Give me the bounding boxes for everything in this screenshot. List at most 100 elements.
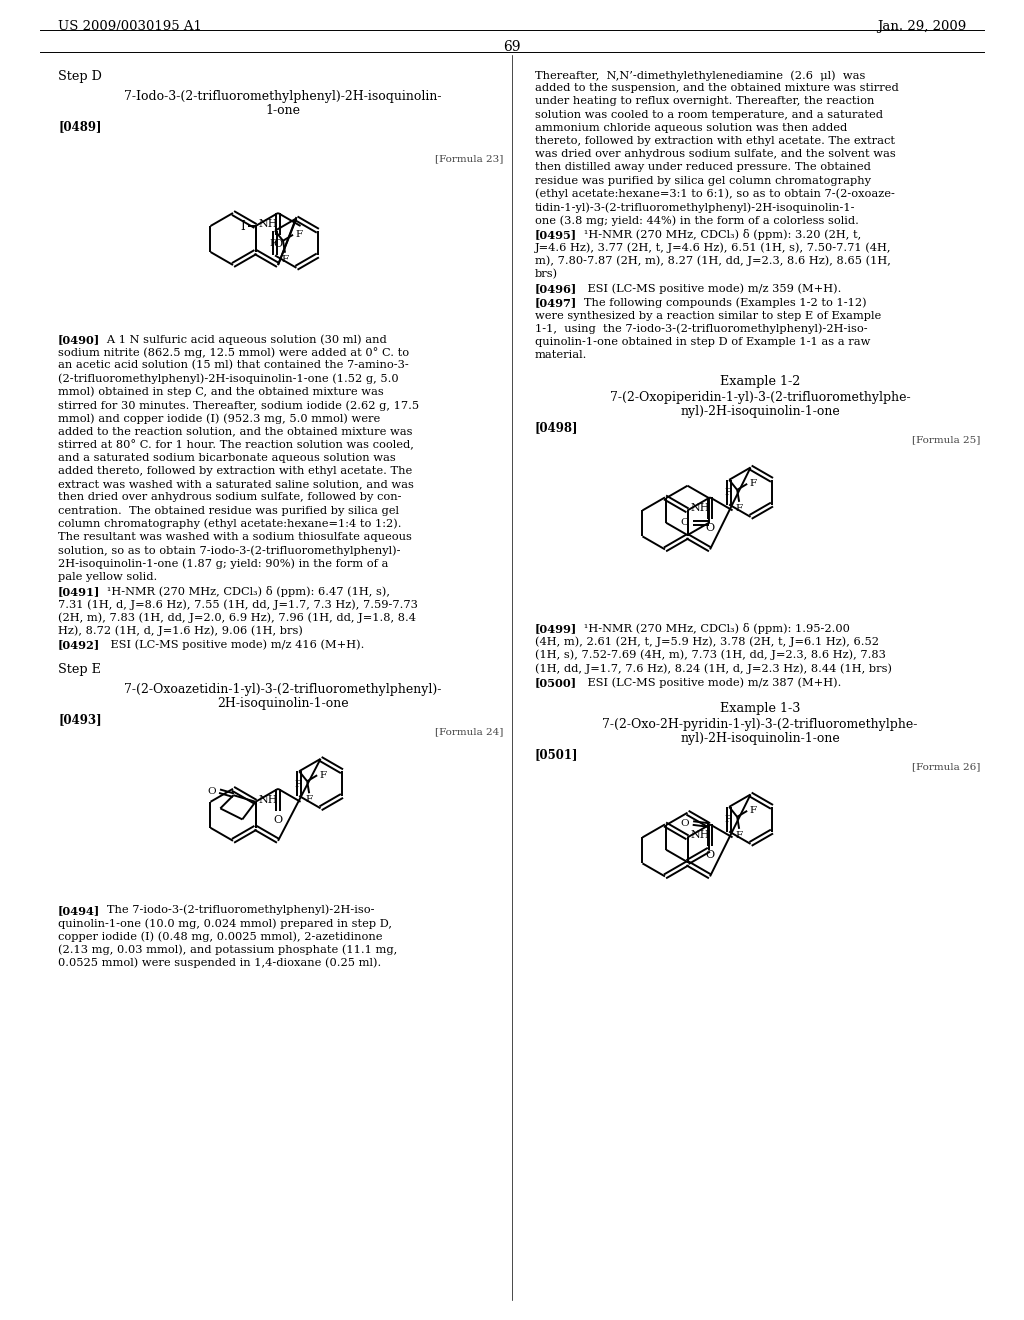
Text: NH: NH <box>690 503 710 513</box>
Text: (4H, m), 2.61 (2H, t, J=5.9 Hz), 3.78 (2H, t, J=6.1 Hz), 6.52: (4H, m), 2.61 (2H, t, J=5.9 Hz), 3.78 (2… <box>535 636 879 647</box>
Text: O: O <box>706 524 715 533</box>
Text: material.: material. <box>535 350 588 360</box>
Text: ESI (LC-MS positive mode) m/z 416 (M+H).: ESI (LC-MS positive mode) m/z 416 (M+H). <box>96 640 365 651</box>
Text: solution, so as to obtain 7-iodo-3-(2-trifluoromethylphenyl)-: solution, so as to obtain 7-iodo-3-(2-tr… <box>58 545 400 556</box>
Text: O: O <box>706 850 715 861</box>
Text: Example 1-2: Example 1-2 <box>720 375 800 388</box>
Text: F: F <box>319 771 327 780</box>
Text: O: O <box>273 814 283 825</box>
Text: sodium nitrite (862.5 mg, 12.5 mmol) were added at 0° C. to: sodium nitrite (862.5 mg, 12.5 mmol) wer… <box>58 347 410 358</box>
Text: Example 1-3: Example 1-3 <box>720 702 800 715</box>
Text: ESI (LC-MS positive mode) m/z 359 (M+H).: ESI (LC-MS positive mode) m/z 359 (M+H). <box>573 284 842 294</box>
Text: Jan. 29, 2009: Jan. 29, 2009 <box>877 20 966 33</box>
Text: 7-(2-Oxoazetidin-1-yl)-3-(2-trifluoromethylphenyl)-: 7-(2-Oxoazetidin-1-yl)-3-(2-trifluoromet… <box>124 682 441 696</box>
Text: 7-(2-Oxopiperidin-1-yl)-3-(2-trifluoromethylphe-: 7-(2-Oxopiperidin-1-yl)-3-(2-trifluorome… <box>609 392 910 404</box>
Text: 2H-isoquinolin-1-one: 2H-isoquinolin-1-one <box>217 697 349 710</box>
Text: O: O <box>273 239 283 249</box>
Text: 1-one: 1-one <box>265 104 300 117</box>
Text: F: F <box>750 807 757 816</box>
Text: NH: NH <box>258 219 279 228</box>
Text: 7-(2-Oxo-2H-pyridin-1-yl)-3-(2-trifluoromethylphe-: 7-(2-Oxo-2H-pyridin-1-yl)-3-(2-trifluoro… <box>602 718 918 731</box>
Text: then dried over anhydrous sodium sulfate, followed by con-: then dried over anhydrous sodium sulfate… <box>58 492 401 503</box>
Text: F: F <box>282 255 289 264</box>
Text: mmol) obtained in step C, and the obtained mixture was: mmol) obtained in step C, and the obtain… <box>58 387 384 397</box>
Text: F: F <box>294 780 301 789</box>
Text: under heating to reflux overnight. Thereafter, the reaction: under heating to reflux overnight. There… <box>535 96 874 107</box>
Text: [0499]: [0499] <box>535 623 578 635</box>
Text: 0.0525 mmol) were suspended in 1,4-dioxane (0.25 ml).: 0.0525 mmol) were suspended in 1,4-dioxa… <box>58 957 381 968</box>
Text: then distilled away under reduced pressure. The obtained: then distilled away under reduced pressu… <box>535 162 870 173</box>
Text: [Formula 25]: [Formula 25] <box>911 436 980 445</box>
Text: residue was purified by silica gel column chromatography: residue was purified by silica gel colum… <box>535 176 871 186</box>
Text: were synthesized by a reaction similar to step E of Example: were synthesized by a reaction similar t… <box>535 310 882 321</box>
Text: added thereto, followed by extraction with ethyl acetate. The: added thereto, followed by extraction wi… <box>58 466 413 477</box>
Text: F: F <box>735 830 742 840</box>
Text: [0489]: [0489] <box>58 120 101 133</box>
Text: F: F <box>270 239 278 248</box>
Text: tidin-1-yl)-3-(2-trifluoromethylphenyl)-2H-isoquinolin-1-: tidin-1-yl)-3-(2-trifluoromethylphenyl)-… <box>535 202 855 213</box>
Text: ¹H-NMR (270 MHz, CDCl₃) δ (ppm): 3.20 (2H, t,: ¹H-NMR (270 MHz, CDCl₃) δ (ppm): 3.20 (2… <box>573 230 861 240</box>
Text: solution was cooled to a room temperature, and a saturated: solution was cooled to a room temperatur… <box>535 110 883 120</box>
Text: (1H, s), 7.52-7.69 (4H, m), 7.73 (1H, dd, J=2.3, 8.6 Hz), 7.83: (1H, s), 7.52-7.69 (4H, m), 7.73 (1H, dd… <box>535 649 886 660</box>
Text: Step D: Step D <box>58 70 101 83</box>
Text: one (3.8 mg; yield: 44%) in the form of a colorless solid.: one (3.8 mg; yield: 44%) in the form of … <box>535 215 859 226</box>
Text: extract was washed with a saturated saline solution, and was: extract was washed with a saturated sali… <box>58 479 414 490</box>
Text: F: F <box>724 488 731 498</box>
Text: F: F <box>295 230 302 239</box>
Text: The 7-iodo-3-(2-trifluoromethylphenyl)-2H-iso-: The 7-iodo-3-(2-trifluoromethylphenyl)-2… <box>96 904 375 915</box>
Text: F: F <box>724 816 731 825</box>
Text: 1-1,  using  the 7-iodo-3-(2-trifluoromethylphenyl)-2H-iso-: 1-1, using the 7-iodo-3-(2-trifluorometh… <box>535 323 867 334</box>
Text: 69: 69 <box>503 40 521 54</box>
Text: column chromatography (ethyl acetate:hexane=1:4 to 1:2).: column chromatography (ethyl acetate:hex… <box>58 519 401 529</box>
Text: [0494]: [0494] <box>58 904 100 916</box>
Text: ESI (LC-MS positive mode) m/z 387 (M+H).: ESI (LC-MS positive mode) m/z 387 (M+H). <box>573 677 842 688</box>
Text: [0491]: [0491] <box>58 586 100 597</box>
Text: added to the suspension, and the obtained mixture was stirred: added to the suspension, and the obtaine… <box>535 83 899 94</box>
Text: ¹H-NMR (270 MHz, CDCl₃) δ (ppm): 6.47 (1H, s),: ¹H-NMR (270 MHz, CDCl₃) δ (ppm): 6.47 (1… <box>96 586 390 597</box>
Text: The following compounds (Examples 1-2 to 1-12): The following compounds (Examples 1-2 to… <box>573 297 866 308</box>
Text: copper iodide (I) (0.48 mg, 0.0025 mmol), 2-azetidinone: copper iodide (I) (0.48 mg, 0.0025 mmol)… <box>58 931 383 941</box>
Text: [Formula 24]: [Formula 24] <box>434 727 503 735</box>
Text: [0498]: [0498] <box>535 421 579 434</box>
Text: F: F <box>305 795 312 804</box>
Text: [0497]: [0497] <box>535 297 578 309</box>
Text: an acetic acid solution (15 ml) that contained the 7-amino-3-: an acetic acid solution (15 ml) that con… <box>58 360 409 371</box>
Text: quinolin-1-one obtained in step D of Example 1-1 as a raw: quinolin-1-one obtained in step D of Exa… <box>535 337 870 347</box>
Text: (2H, m), 7.83 (1H, dd, J=2.0, 6.9 Hz), 7.96 (1H, dd, J=1.8, 8.4: (2H, m), 7.83 (1H, dd, J=2.0, 6.9 Hz), 7… <box>58 612 416 623</box>
Text: [0500]: [0500] <box>535 677 578 688</box>
Text: I: I <box>241 219 246 232</box>
Text: mmol) and copper iodide (I) (952.3 mg, 5.0 mmol) were: mmol) and copper iodide (I) (952.3 mg, 5… <box>58 413 380 424</box>
Text: (2.13 mg, 0.03 mmol), and potassium phosphate (11.1 mg,: (2.13 mg, 0.03 mmol), and potassium phos… <box>58 944 397 954</box>
Text: J=4.6 Hz), 3.77 (2H, t, J=4.6 Hz), 6.51 (1H, s), 7.50-7.71 (4H,: J=4.6 Hz), 3.77 (2H, t, J=4.6 Hz), 6.51 … <box>535 243 892 253</box>
Text: nyl)-2H-isoquinolin-1-one: nyl)-2H-isoquinolin-1-one <box>680 405 840 418</box>
Text: pale yellow solid.: pale yellow solid. <box>58 572 158 582</box>
Text: F: F <box>750 479 757 488</box>
Text: O: O <box>680 818 689 828</box>
Text: [0495]: [0495] <box>535 230 578 240</box>
Text: [0496]: [0496] <box>535 284 578 294</box>
Text: and a saturated sodium bicarbonate aqueous solution was: and a saturated sodium bicarbonate aqueo… <box>58 453 395 463</box>
Text: NH: NH <box>690 830 710 841</box>
Text: quinolin-1-one (10.0 mg, 0.024 mmol) prepared in step D,: quinolin-1-one (10.0 mg, 0.024 mmol) pre… <box>58 917 392 928</box>
Text: Hz), 8.72 (1H, d, J=1.6 Hz), 9.06 (1H, brs): Hz), 8.72 (1H, d, J=1.6 Hz), 9.06 (1H, b… <box>58 626 303 636</box>
Text: [0493]: [0493] <box>58 713 101 726</box>
Text: centration.  The obtained residue was purified by silica gel: centration. The obtained residue was pur… <box>58 506 399 516</box>
Text: ammonium chloride aqueous solution was then added: ammonium chloride aqueous solution was t… <box>535 123 847 133</box>
Text: (ethyl acetate:hexane=3:1 to 6:1), so as to obtain 7-(2-oxoaze-: (ethyl acetate:hexane=3:1 to 6:1), so as… <box>535 189 895 199</box>
Text: stirred for 30 minutes. Thereafter, sodium iodide (2.62 g, 17.5: stirred for 30 minutes. Thereafter, sodi… <box>58 400 419 411</box>
Text: brs): brs) <box>535 269 558 280</box>
Text: 7.31 (1H, d, J=8.6 Hz), 7.55 (1H, dd, J=1.7, 7.3 Hz), 7.59-7.73: 7.31 (1H, d, J=8.6 Hz), 7.55 (1H, dd, J=… <box>58 599 418 610</box>
Text: O: O <box>680 519 689 527</box>
Text: NH: NH <box>258 795 279 805</box>
Text: Step E: Step E <box>58 663 101 676</box>
Text: [Formula 26]: [Formula 26] <box>911 763 980 771</box>
Text: Thereafter,  N,N’-dimethylethylenediamine  (2.6  μl)  was: Thereafter, N,N’-dimethylethylenediamine… <box>535 70 865 81</box>
Text: 2H-isoquinolin-1-one (1.87 g; yield: 90%) in the form of a: 2H-isoquinolin-1-one (1.87 g; yield: 90%… <box>58 558 388 569</box>
Text: ¹H-NMR (270 MHz, CDCl₃) δ (ppm): 1.95-2.00: ¹H-NMR (270 MHz, CDCl₃) δ (ppm): 1.95-2.… <box>573 623 850 635</box>
Text: added to the reaction solution, and the obtained mixture was: added to the reaction solution, and the … <box>58 426 413 437</box>
Text: F: F <box>735 504 742 513</box>
Text: [0490]: [0490] <box>58 334 100 345</box>
Text: thereto, followed by extraction with ethyl acetate. The extract: thereto, followed by extraction with eth… <box>535 136 895 147</box>
Text: The resultant was washed with a sodium thiosulfate aqueous: The resultant was washed with a sodium t… <box>58 532 412 543</box>
Text: stirred at 80° C. for 1 hour. The reaction solution was cooled,: stirred at 80° C. for 1 hour. The reacti… <box>58 440 414 450</box>
